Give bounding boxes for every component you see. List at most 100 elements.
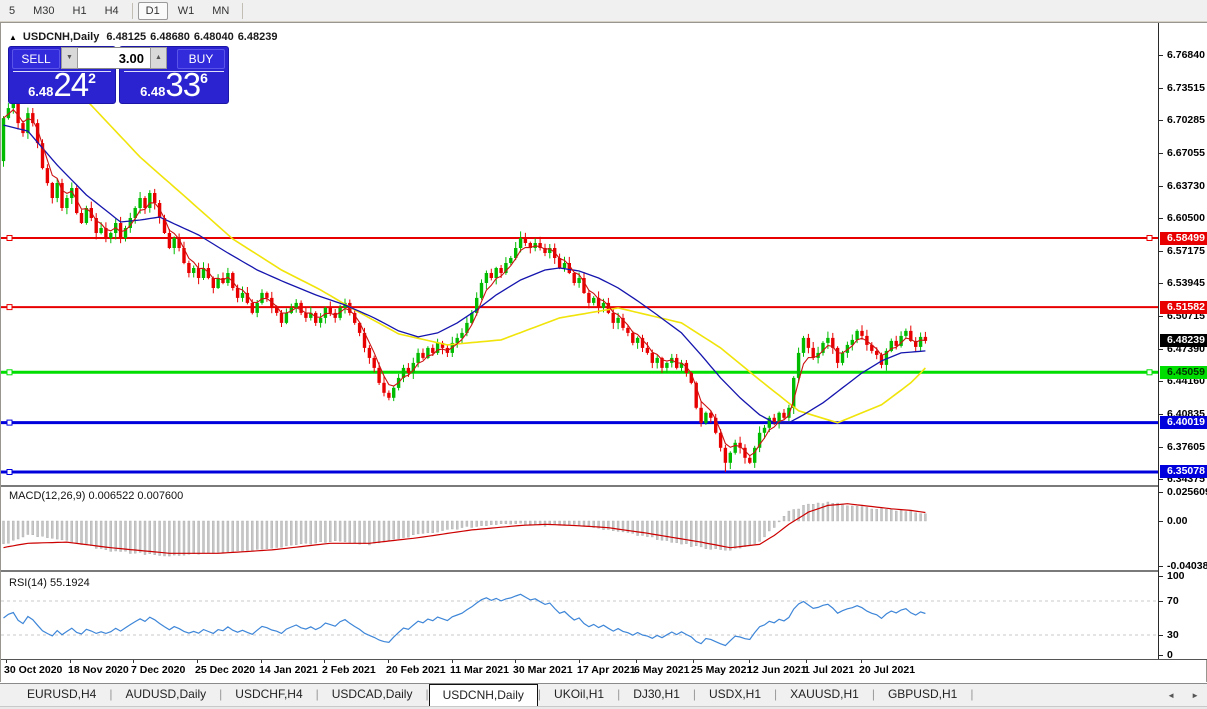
price-tick-label: 6.53945 <box>1167 277 1205 289</box>
price-axis[interactable]: 6.76840 6.73515 6.70285 6.67055 6.63730 6.605… <box>1158 23 1207 661</box>
timeframe-button-mn[interactable]: MN <box>212 4 230 17</box>
axis-tick <box>1159 601 1163 602</box>
panel-separator[interactable] <box>1 485 1207 487</box>
panel-separator[interactable] <box>1 570 1207 572</box>
timeframe-button-m30[interactable]: M30 <box>33 4 55 17</box>
date-axis[interactable]: 30 Oct 2020 18 Nov 2020 7 Dec 2020 25 Dec 2… <box>1 660 1158 683</box>
date-label: 20 Jul 2021 <box>859 664 916 676</box>
toolbar-separator <box>131 2 133 19</box>
macd-tick-label: 0.025609 <box>1167 486 1207 498</box>
date-label: 14 Jan 2021 <box>259 664 318 676</box>
ask-card: BUY 6.48336 <box>119 46 229 104</box>
rsi-tick-label: 30 <box>1167 629 1179 641</box>
date-label: 17 Apr 2021 <box>577 664 636 676</box>
tab-dj30-h1[interactable]: DJ30,H1 <box>633 687 680 701</box>
axis-tick <box>1159 120 1163 121</box>
timeframe-button-h1[interactable]: H1 <box>72 4 87 17</box>
macd-label: MACD(12,26,9) 0.006522 0.007600 <box>9 490 184 502</box>
window-edge <box>0 706 1207 709</box>
chart-title: ▲ USDCNH,Daily 6.48125 6.48680 6.48040 6.482… <box>9 31 281 43</box>
timeframe-button-5[interactable]: 5 <box>9 4 16 17</box>
tab-xauusd-h1[interactable]: XAUUSD,H1 <box>790 687 859 701</box>
tab-ukoil-h1[interactable]: UKOil,H1 <box>554 687 605 701</box>
date-tick <box>324 660 325 663</box>
date-label: 30 Mar 2021 <box>513 664 573 676</box>
tab-scroll-right-icon[interactable]: ► <box>1191 691 1199 700</box>
tab-usdcad-daily[interactable]: USDCAD,Daily <box>331 687 413 701</box>
tab-separator: | <box>617 687 621 701</box>
date-tick <box>861 660 862 663</box>
date-label: 25 May 2021 <box>691 664 753 676</box>
tab-eurusd-h4[interactable]: EURUSD,H4 <box>27 687 97 701</box>
date-tick <box>388 660 389 663</box>
ask-price: 6.48336 <box>140 66 208 103</box>
tab-scroll-left-icon[interactable]: ◄ <box>1167 691 1176 700</box>
axis-tick <box>1159 414 1163 415</box>
date-label: 7 Dec 2020 <box>131 664 186 676</box>
date-label: 18 Nov 2020 <box>68 664 129 676</box>
axis-tick <box>1159 381 1163 382</box>
axis-tick <box>1159 635 1163 636</box>
ohlc-close: 6.48239 <box>237 31 278 43</box>
axis-tick <box>1159 349 1163 350</box>
ohlc-low: 6.48040 <box>193 31 234 43</box>
timeframe-button-w1[interactable]: W1 <box>177 4 195 17</box>
price-tick-label: 6.57175 <box>1167 245 1205 257</box>
volume-input[interactable] <box>78 47 150 69</box>
tab-separator: | <box>537 687 542 701</box>
date-tick <box>261 660 262 663</box>
date-tick <box>70 660 71 663</box>
price-tick-label: 6.76840 <box>1167 49 1205 61</box>
tab-separator: | <box>315 687 319 701</box>
date-label: 12 Jun 2021 <box>747 664 807 676</box>
macd-tick-label: 0.00 <box>1167 515 1188 527</box>
price-tick-label: 6.37605 <box>1167 441 1205 453</box>
axis-tick <box>1159 447 1163 448</box>
rsi-plot[interactable] <box>1 573 1158 659</box>
price-tick-label: 6.67055 <box>1167 147 1205 159</box>
volume-decrease-button[interactable]: ▼ <box>61 47 78 69</box>
tab-separator: | <box>774 687 778 701</box>
timeframe-button-d1[interactable]: D1 <box>137 1 168 20</box>
axis-tick <box>1159 521 1163 522</box>
date-tick <box>197 660 198 663</box>
price-tick-label: 6.63730 <box>1167 180 1205 192</box>
bid-price: 6.48242 <box>28 66 96 103</box>
date-tick <box>579 660 580 663</box>
chart-tab-bar: EURUSD,H4 | AUDUSD,Daily | USDCHF,H4 | USDCAD,… <box>0 683 1207 706</box>
price-level-tag: 6.51582 <box>1160 301 1207 314</box>
tab-usdchf-h4[interactable]: USDCHF,H4 <box>235 687 303 701</box>
one-click-trading-panel: SELL 6.48242 BUY 6.48336 ▼ ▲ <box>8 46 229 104</box>
buy-button[interactable]: BUY <box>177 49 225 69</box>
price-level-tag: 6.35078 <box>1160 465 1207 478</box>
axis-tick <box>1159 566 1163 567</box>
rsi-tick-label: 100 <box>1167 570 1185 582</box>
chart-window: ▲ USDCNH,Daily 6.48125 6.48680 6.48040 6.482… <box>0 22 1207 683</box>
timeframe-button-h4[interactable]: H4 <box>104 4 119 17</box>
price-level-tag: 6.45059 <box>1160 366 1207 379</box>
candlestick-plot[interactable] <box>1 23 1158 485</box>
date-tick <box>806 660 807 663</box>
sell-button[interactable]: SELL <box>12 49 60 69</box>
tab-separator: | <box>692 687 696 701</box>
axis-tick <box>1159 492 1163 493</box>
tab-audusd-daily[interactable]: AUDUSD,Daily <box>125 687 207 701</box>
axis-tick <box>1159 251 1163 252</box>
volume-control: ▼ ▲ <box>61 47 167 69</box>
rsi-tick-label: 0 <box>1167 649 1173 661</box>
tab-gbpusd-h1[interactable]: GBPUSD,H1 <box>887 687 958 701</box>
divider <box>13 71 111 72</box>
chart-tabs: EURUSD,H4 | AUDUSD,Daily | USDCHF,H4 | USDCAD,… <box>0 684 973 706</box>
tab-scroll-arrows: ◄ ► <box>1167 684 1199 707</box>
macd-plot[interactable] <box>1 487 1158 570</box>
date-label: 11 Mar 2021 <box>450 664 509 676</box>
collapse-panel-icon[interactable]: ▲ <box>9 33 17 42</box>
ohlc-open: 6.48125 <box>106 31 147 43</box>
volume-increase-button[interactable]: ▲ <box>150 47 167 69</box>
tab-usdcnh-daily[interactable]: USDCNH,Daily <box>428 684 538 706</box>
axis-tick <box>1159 153 1163 154</box>
tab-usdx-h1[interactable]: USDX,H1 <box>709 687 762 701</box>
price-tick-label: 6.73515 <box>1167 82 1205 94</box>
price-tick-label: 6.60500 <box>1167 212 1205 224</box>
